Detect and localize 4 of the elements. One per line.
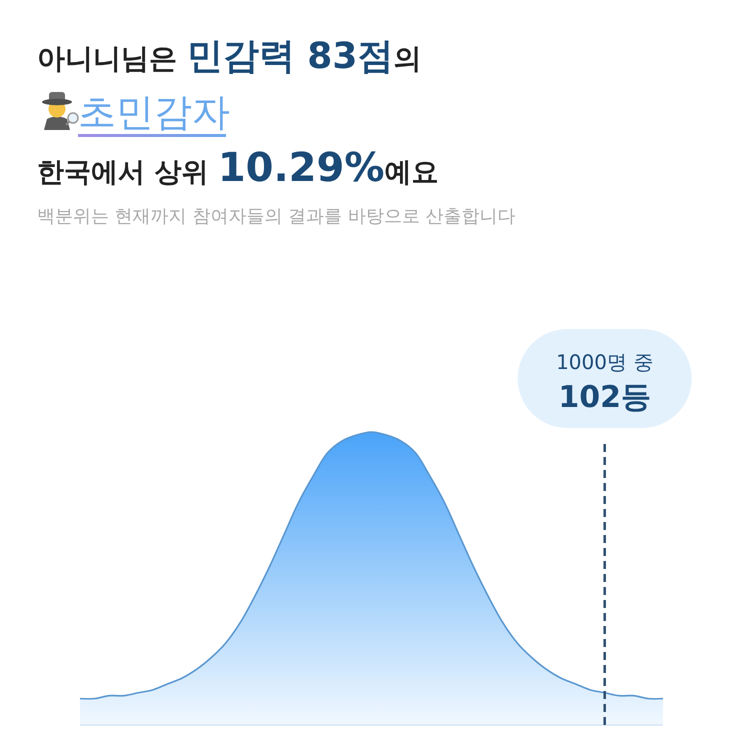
text: 1000명 중 102등 bbox=[556, 350, 654, 415]
chart-subtitle: 한국에서 상위 10.29%예요 bbox=[37, 145, 438, 191]
text: 백분위는 현재까지 참여자들의 결과를 바탕으로 산출합니다 bbox=[37, 206, 516, 227]
chart-title: 아니니님은 민감력 83점의 초민감자 bbox=[37, 36, 422, 134]
